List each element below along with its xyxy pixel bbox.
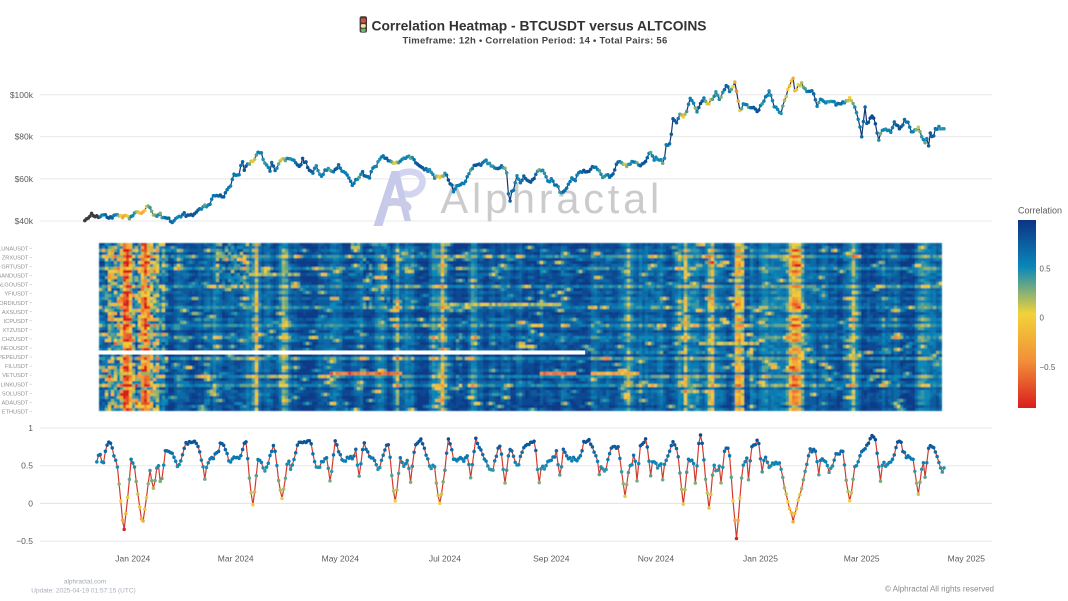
svg-text:May 2025: May 2025 bbox=[948, 554, 986, 564]
svg-text:ALGOUSDT: ALGOUSDT bbox=[0, 283, 29, 289]
svg-text:AXSUSDT: AXSUSDT bbox=[2, 310, 29, 316]
svg-text:GRTUSDT: GRTUSDT bbox=[1, 265, 29, 271]
svg-text:Timeframe: 12h • Correlation P: Timeframe: 12h • Correlation Period: 14 … bbox=[403, 36, 668, 47]
svg-text:NEOUSDT: NEOUSDT bbox=[1, 346, 29, 352]
svg-text:Sep 2024: Sep 2024 bbox=[533, 554, 570, 564]
svg-text:LINKUSDT: LINKUSDT bbox=[1, 382, 29, 388]
svg-text:XTZUSDT: XTZUSDT bbox=[3, 328, 29, 334]
svg-text:0: 0 bbox=[1040, 314, 1045, 323]
svg-text:−0.5: −0.5 bbox=[1040, 363, 1056, 372]
svg-text:Nov 2024: Nov 2024 bbox=[638, 554, 675, 564]
svg-text:SANDUSDT: SANDUSDT bbox=[0, 274, 29, 280]
svg-text:Mar 2024: Mar 2024 bbox=[218, 554, 254, 564]
svg-text:ADAUSDT: ADAUSDT bbox=[2, 400, 29, 406]
svg-text:Jan 2025: Jan 2025 bbox=[743, 554, 778, 564]
svg-text:YFIUSDT: YFIUSDT bbox=[4, 292, 29, 298]
svg-text:May 2024: May 2024 bbox=[322, 554, 360, 564]
svg-text:VETUSDT: VETUSDT bbox=[2, 373, 29, 379]
svg-text:ICPUSDT: ICPUSDT bbox=[4, 319, 29, 325]
svg-text:Mar 2025: Mar 2025 bbox=[844, 554, 880, 564]
svg-text:Jan 2024: Jan 2024 bbox=[115, 554, 150, 564]
svg-text:0.5: 0.5 bbox=[1040, 264, 1052, 273]
svg-text:1: 1 bbox=[28, 423, 33, 433]
svg-text:ORDIUSDT: ORDIUSDT bbox=[0, 301, 29, 307]
svg-text:ZRXUSDT: ZRXUSDT bbox=[2, 256, 29, 262]
svg-text:Jul 2024: Jul 2024 bbox=[429, 554, 461, 564]
svg-text:$80k: $80k bbox=[15, 132, 34, 142]
svg-text:Correlation Heatmap - BTCUSDT: Correlation Heatmap - BTCUSDT versus ALT… bbox=[371, 19, 706, 34]
svg-text:0: 0 bbox=[28, 498, 33, 508]
svg-text:FILUSDT: FILUSDT bbox=[5, 364, 29, 370]
svg-text:CHZUSDT: CHZUSDT bbox=[2, 337, 29, 343]
svg-text:0.5: 0.5 bbox=[21, 461, 33, 471]
svg-text:Correlation: Correlation bbox=[1018, 206, 1062, 216]
svg-text:−0.5: −0.5 bbox=[16, 536, 33, 546]
svg-text:alphractal.com: alphractal.com bbox=[64, 579, 106, 586]
svg-text:Update: 2025-04-19 01:57:15 (U: Update: 2025-04-19 01:57:15 (UTC) bbox=[31, 588, 135, 595]
svg-text:ETHUSDT: ETHUSDT bbox=[2, 410, 29, 416]
svg-text:© Alphractal All rights reserv: © Alphractal All rights reserved bbox=[885, 585, 994, 594]
svg-text:PEPEUSDT: PEPEUSDT bbox=[0, 355, 29, 361]
svg-text:$60k: $60k bbox=[15, 174, 34, 184]
svg-text:$100k: $100k bbox=[10, 90, 34, 100]
svg-text:$40k: $40k bbox=[15, 216, 34, 226]
svg-text:SOLUSDT: SOLUSDT bbox=[2, 391, 29, 397]
svg-text:LUNAUSDT: LUNAUSDT bbox=[0, 246, 29, 252]
